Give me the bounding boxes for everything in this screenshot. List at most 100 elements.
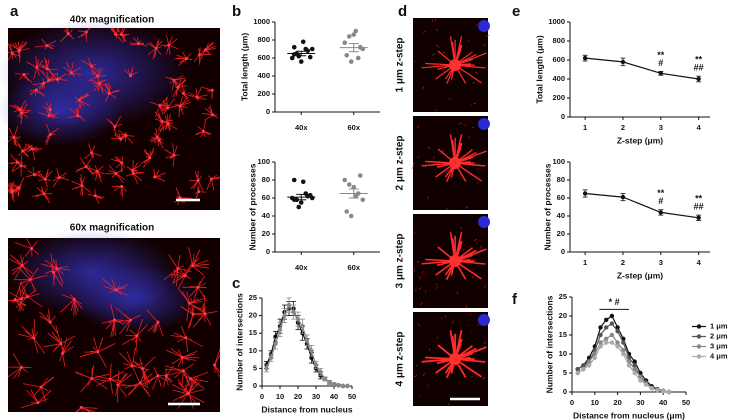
annotation: * # [609,297,620,307]
y-tick-label: 400 [552,74,565,83]
x-tick-label: 40x [295,263,308,272]
data-point [582,191,588,196]
y-tick-label: 25 [559,292,567,301]
y-axis-label: Number of processes [542,163,552,250]
data-point [345,383,350,389]
data-point [351,32,357,37]
x-tick-label: 40x [295,123,308,132]
data-point [273,334,278,339]
x-tick-label: 20 [613,398,621,407]
data-point [696,76,701,82]
micrographs [0,18,490,413]
legend-label: 4 μm [710,351,728,360]
y-tick-label: 10 [559,349,567,358]
zstep-label: 4 μm z-step [395,331,406,386]
x-tick-label: 2 [621,123,625,132]
panel-label: f [512,291,518,308]
data-point [609,332,615,338]
zstep-label: 2 μm z-step [395,135,406,190]
x-tick-label: 40 [330,392,338,401]
data-point [291,197,297,203]
annotation: ** [695,193,703,203]
data-point [604,317,609,322]
legend-marker [696,354,702,359]
y-tick-label: 200 [257,89,270,98]
data-point [286,302,292,308]
processes [421,36,487,84]
data-point [649,386,654,391]
data-point [598,344,603,349]
data-point [658,71,664,76]
data-point [620,194,626,200]
soma [449,59,461,71]
x-axis-label: Distance from nucleus (μm) [573,410,685,420]
y-tick-label: 0 [266,247,270,256]
y-tick-label: 5 [563,368,567,377]
data-point [357,173,363,178]
data-point [632,359,637,364]
data-point [604,340,609,345]
x-tick-label: 50 [682,398,690,407]
data-point [626,363,632,368]
data-point [598,325,603,330]
data-point [300,39,306,45]
data-point [609,313,615,319]
panel-label: b [232,3,241,20]
y-axis-label: Total length (μm) [239,33,249,101]
series-line [585,192,699,219]
data-point [353,28,359,34]
data-point [295,316,301,322]
zstep-label: 1 μm z-step [395,37,406,92]
data-point [273,341,278,346]
data-point [309,195,315,201]
nucleus [478,118,490,130]
y-tick-label: 60 [557,193,565,202]
panel-label: d [398,3,407,20]
data-point [575,367,580,372]
data-point [615,340,620,345]
data-point [282,313,287,318]
y-tick-label: 40 [262,211,270,220]
processes [421,232,487,281]
image-title: 60x magnification [70,223,154,234]
data-point [638,374,643,379]
data-point [598,332,603,338]
data-point [351,184,357,190]
data-point [621,351,626,357]
y-tick-label: 20 [559,311,567,320]
x-tick-label: 3 [659,123,663,132]
y-tick-label: 10 [249,346,257,355]
data-point [342,177,348,183]
y-tick-label: 0 [561,112,565,121]
annotation: # [658,196,663,206]
y-tick-label: 100 [552,157,565,166]
y-tick-label: 400 [257,71,270,80]
data-point [666,389,672,395]
legend-label: 3 μm [710,341,728,350]
x-tick-label: 4 [697,123,702,132]
data-point [309,348,314,353]
data-point [291,177,297,183]
data-point [291,44,297,50]
data-point [621,348,626,353]
series-line [585,57,699,80]
y-tick-label: 60 [262,193,270,202]
data-point [348,59,354,64]
nuclei [0,73,125,147]
data-point [291,309,296,315]
processes [421,329,487,379]
data-point [300,323,305,329]
processes [7,27,221,206]
data-point [581,363,586,368]
y-tick-label: 15 [249,328,257,337]
y-tick-label: 800 [257,35,270,44]
panel-label: a [10,3,19,20]
nucleus [478,314,490,326]
legend-label: 1 μm [710,321,728,330]
data-point [632,367,637,372]
data-point [353,193,359,199]
y-tick-label: 0 [563,387,567,396]
x-tick-label: 1 [583,258,587,267]
background-processes [411,122,479,210]
